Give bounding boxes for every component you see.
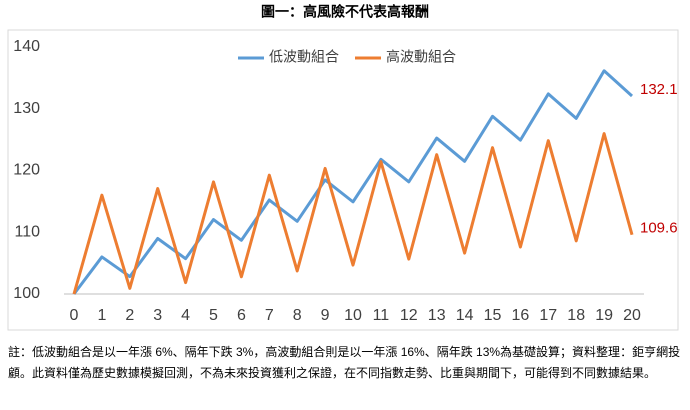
x-tick-label: 5 <box>209 307 218 324</box>
legend-label: 高波動組合 <box>386 49 456 65</box>
x-tick-label: 11 <box>373 307 390 324</box>
x-tick-label: 14 <box>456 307 474 324</box>
value-label: 132.1 <box>640 81 678 98</box>
series-line <box>72 69 634 295</box>
x-tick-label: 4 <box>181 307 190 324</box>
chart-title: 圖一：高風險不代表高報酬 <box>261 4 429 20</box>
x-tick-label: 2 <box>125 307 134 324</box>
x-tick-label: 18 <box>567 307 585 324</box>
y-tick-label: 110 <box>14 223 40 240</box>
y-tick-label: 140 <box>13 38 40 55</box>
chart-frame <box>7 29 679 331</box>
x-tick-label: 10 <box>344 307 362 324</box>
x-tick-label: 0 <box>70 307 79 324</box>
x-tick-label: 19 <box>595 307 613 324</box>
series-line <box>72 132 634 295</box>
x-tick-label: 8 <box>293 307 302 324</box>
value-label: 109.6 <box>640 220 678 237</box>
note: 註：低波動組合是以一年漲 6%、隔年下跌 3%，高波動組合則是以一年漲 16%、… <box>8 345 681 380</box>
x-tick-label: 13 <box>428 307 446 324</box>
x-tick-label: 6 <box>237 307 246 324</box>
legend-label: 低波動組合 <box>269 49 339 65</box>
x-tick-label: 20 <box>623 307 641 324</box>
x-tick-label: 7 <box>265 307 274 324</box>
y-tick-label: 130 <box>13 100 40 117</box>
y-tick-label: 120 <box>13 162 40 179</box>
y-tick-label: 100 <box>13 285 40 302</box>
x-tick-label: 3 <box>153 307 162 324</box>
x-tick-label: 17 <box>539 307 557 324</box>
x-tick-label: 15 <box>484 307 502 324</box>
x-tick-label: 9 <box>321 307 330 324</box>
x-tick-label: 1 <box>97 307 106 324</box>
x-tick-label: 12 <box>400 307 418 324</box>
x-tick-label: 16 <box>512 307 530 324</box>
